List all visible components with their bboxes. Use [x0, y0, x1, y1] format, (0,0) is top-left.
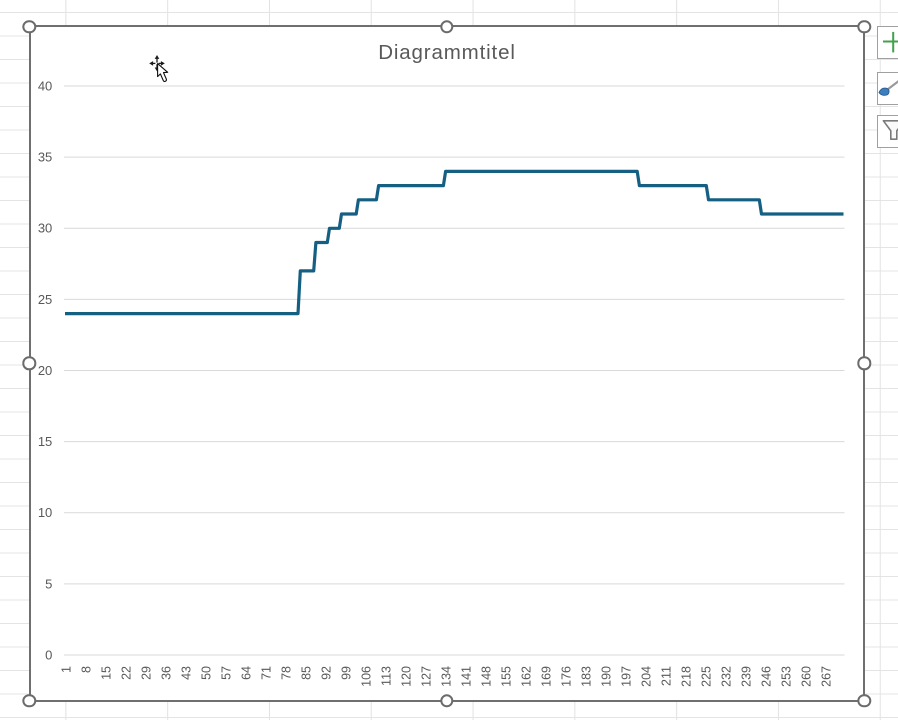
svg-text:15: 15	[38, 434, 52, 449]
svg-text:267: 267	[820, 666, 834, 687]
svg-text:36: 36	[160, 666, 174, 680]
svg-text:71: 71	[260, 666, 274, 680]
svg-text:8: 8	[80, 666, 94, 673]
svg-text:64: 64	[240, 666, 254, 680]
svg-text:15: 15	[100, 666, 114, 680]
svg-text:92: 92	[320, 666, 334, 680]
svg-text:120: 120	[400, 666, 414, 687]
svg-text:22: 22	[120, 666, 134, 680]
svg-text:85: 85	[300, 666, 314, 680]
svg-text:218: 218	[680, 666, 694, 687]
svg-text:134: 134	[440, 666, 454, 687]
svg-text:40: 40	[38, 78, 52, 93]
svg-text:183: 183	[580, 666, 594, 687]
svg-text:155: 155	[500, 666, 514, 687]
svg-text:176: 176	[560, 666, 574, 687]
svg-text:0: 0	[45, 647, 52, 662]
svg-text:190: 190	[600, 666, 614, 687]
svg-text:141: 141	[460, 666, 474, 687]
svg-text:127: 127	[420, 666, 434, 687]
svg-text:35: 35	[38, 150, 52, 165]
svg-text:197: 197	[620, 666, 634, 687]
svg-text:232: 232	[720, 666, 734, 687]
svg-text:30: 30	[38, 221, 52, 236]
svg-text:10: 10	[38, 505, 52, 520]
svg-text:5: 5	[45, 576, 52, 591]
svg-text:148: 148	[480, 666, 494, 687]
svg-text:25: 25	[38, 292, 52, 307]
svg-text:50: 50	[200, 666, 214, 680]
svg-text:260: 260	[800, 666, 814, 687]
svg-text:29: 29	[140, 666, 154, 680]
svg-text:43: 43	[180, 666, 194, 680]
svg-text:57: 57	[220, 666, 234, 680]
svg-text:1: 1	[60, 666, 74, 673]
svg-text:246: 246	[760, 666, 774, 687]
svg-text:253: 253	[780, 666, 794, 687]
svg-text:169: 169	[540, 666, 554, 687]
svg-text:211: 211	[660, 666, 674, 686]
svg-text:162: 162	[520, 666, 534, 687]
svg-text:204: 204	[640, 666, 654, 687]
svg-text:106: 106	[360, 666, 374, 687]
svg-text:239: 239	[740, 666, 754, 687]
svg-text:78: 78	[280, 666, 294, 680]
svg-text:113: 113	[380, 666, 394, 686]
svg-text:20: 20	[38, 363, 52, 378]
svg-text:225: 225	[700, 666, 714, 687]
svg-text:99: 99	[340, 666, 354, 680]
